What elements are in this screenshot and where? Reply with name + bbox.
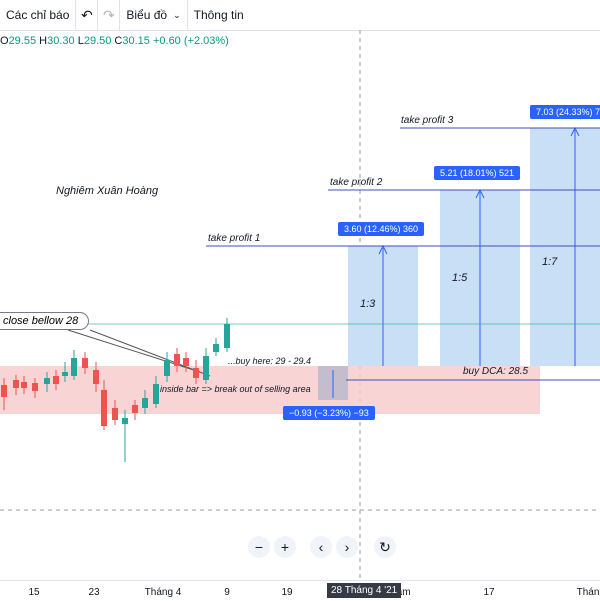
candle (101, 390, 107, 426)
take-profit-1-label[interactable]: take profit 1 (208, 233, 261, 244)
price-chart[interactable] (0, 30, 600, 580)
candle (142, 398, 148, 408)
candle (21, 382, 27, 388)
high-label: H (39, 35, 48, 47)
candle (71, 358, 77, 376)
axis-tick: 23 (88, 587, 100, 598)
scroll-right-icon: › (344, 539, 350, 555)
ratio-1-label: 1:3 (360, 298, 376, 310)
profit-1-badge: 3.60 (12.46%) 360 (338, 222, 425, 236)
info-label: Thông tin (193, 8, 244, 22)
candle (112, 408, 118, 420)
crosshair-date-label: 28 Tháng 4 '21 (327, 583, 402, 598)
redo-icon[interactable]: ↷ (98, 0, 121, 30)
axis-tick: Thán (576, 587, 600, 598)
candle (183, 358, 189, 366)
open-value: 29.55 (8, 35, 37, 47)
candle (32, 383, 38, 391)
candle (164, 360, 170, 376)
time-axis[interactable]: 15 23 Tháng 4 9 19 Năm 17 Thán 28 Tháng … (0, 580, 600, 601)
axis-tick: 17 (483, 587, 495, 598)
candles (1, 318, 230, 462)
reset-icon: ↻ (379, 538, 391, 555)
axis-tick: Tháng 4 (144, 587, 182, 598)
callout-pointer-2 (89, 329, 211, 377)
author-label[interactable]: Nghiêm Xuân Hoàng (56, 185, 159, 197)
ohlc-readout: O29.55 H30.30 L29.50 C30.15 +0.60 (+2.03… (0, 35, 229, 47)
profit-3-badge: 7.03 (24.33%) 7 (530, 105, 600, 119)
take-profit-3-label[interactable]: take profit 3 (401, 115, 454, 126)
indicators-button[interactable]: Các chỉ báo (0, 0, 77, 30)
zoom-out-button[interactable]: − (248, 536, 270, 558)
axis-tick: 9 (224, 587, 230, 598)
axis-tick: 19 (281, 587, 293, 598)
zoom-out-label: − (254, 539, 264, 555)
selling-area-zone[interactable] (0, 366, 540, 414)
profit-box-3[interactable] (530, 128, 600, 366)
candle (53, 376, 59, 384)
low-value: 29.50 (83, 35, 112, 47)
reset-button[interactable]: ↻ (374, 536, 396, 558)
open-label: O (0, 35, 9, 47)
close-below-text: close bellow 28 (3, 315, 79, 327)
candle (153, 384, 159, 404)
buy-here-label[interactable]: ...buy here: 29 - 29.4 (228, 356, 312, 366)
top-toolbar: Các chỉ báo ↶ ↷ Biểu đồ ⌄ Thông tin (0, 0, 600, 31)
low-label: L (77, 35, 84, 47)
scroll-right-button[interactable]: › (336, 536, 358, 558)
candle (122, 418, 128, 424)
candle (1, 385, 7, 397)
scroll-left-icon: ‹ (318, 539, 324, 555)
candle (213, 344, 219, 352)
scroll-left-button[interactable]: ‹ (310, 536, 332, 558)
take-profit-2-label[interactable]: take profit 2 (330, 177, 383, 188)
zoom-in-button[interactable]: + (274, 536, 296, 558)
candle (174, 354, 180, 366)
close-label: C (114, 35, 123, 47)
candle (13, 380, 19, 388)
close-below-callout[interactable]: close bellow 28 (0, 312, 90, 330)
undo-icon[interactable]: ↶ (76, 0, 99, 30)
chart-type-button[interactable]: Biểu đồ ⌄ (120, 0, 188, 30)
buy-dca-label[interactable]: buy DCA: 28.5 (463, 366, 529, 377)
candle (203, 356, 209, 380)
zoom-in-label: + (280, 539, 290, 555)
inside-bar-label[interactable]: inside bar => break out of selling area (160, 384, 311, 394)
stop-loss-badge: −0.93 (−3.23%) −93 (283, 406, 375, 420)
indicators-label: Các chỉ báo (6, 8, 70, 22)
candle (44, 378, 50, 384)
chart-type-label: Biểu đồ (126, 8, 168, 22)
high-value: 30.30 (47, 35, 75, 47)
candle (224, 324, 230, 348)
chevron-down-icon: ⌄ (173, 9, 181, 20)
close-value: 30.15 (122, 35, 150, 47)
info-button[interactable]: Thông tin (188, 0, 250, 30)
ratio-2-label: 1:5 (452, 272, 468, 284)
axis-tick: 15 (28, 587, 40, 598)
candle (82, 358, 88, 368)
candle (62, 372, 68, 376)
ratio-3-label: 1:7 (542, 256, 558, 268)
candle (132, 405, 138, 413)
profit-2-badge: 5.21 (18.01%) 521 (434, 166, 521, 180)
candle (193, 368, 199, 378)
change-value: +0.60 (+2.03%) (152, 35, 229, 47)
candle (93, 370, 99, 384)
